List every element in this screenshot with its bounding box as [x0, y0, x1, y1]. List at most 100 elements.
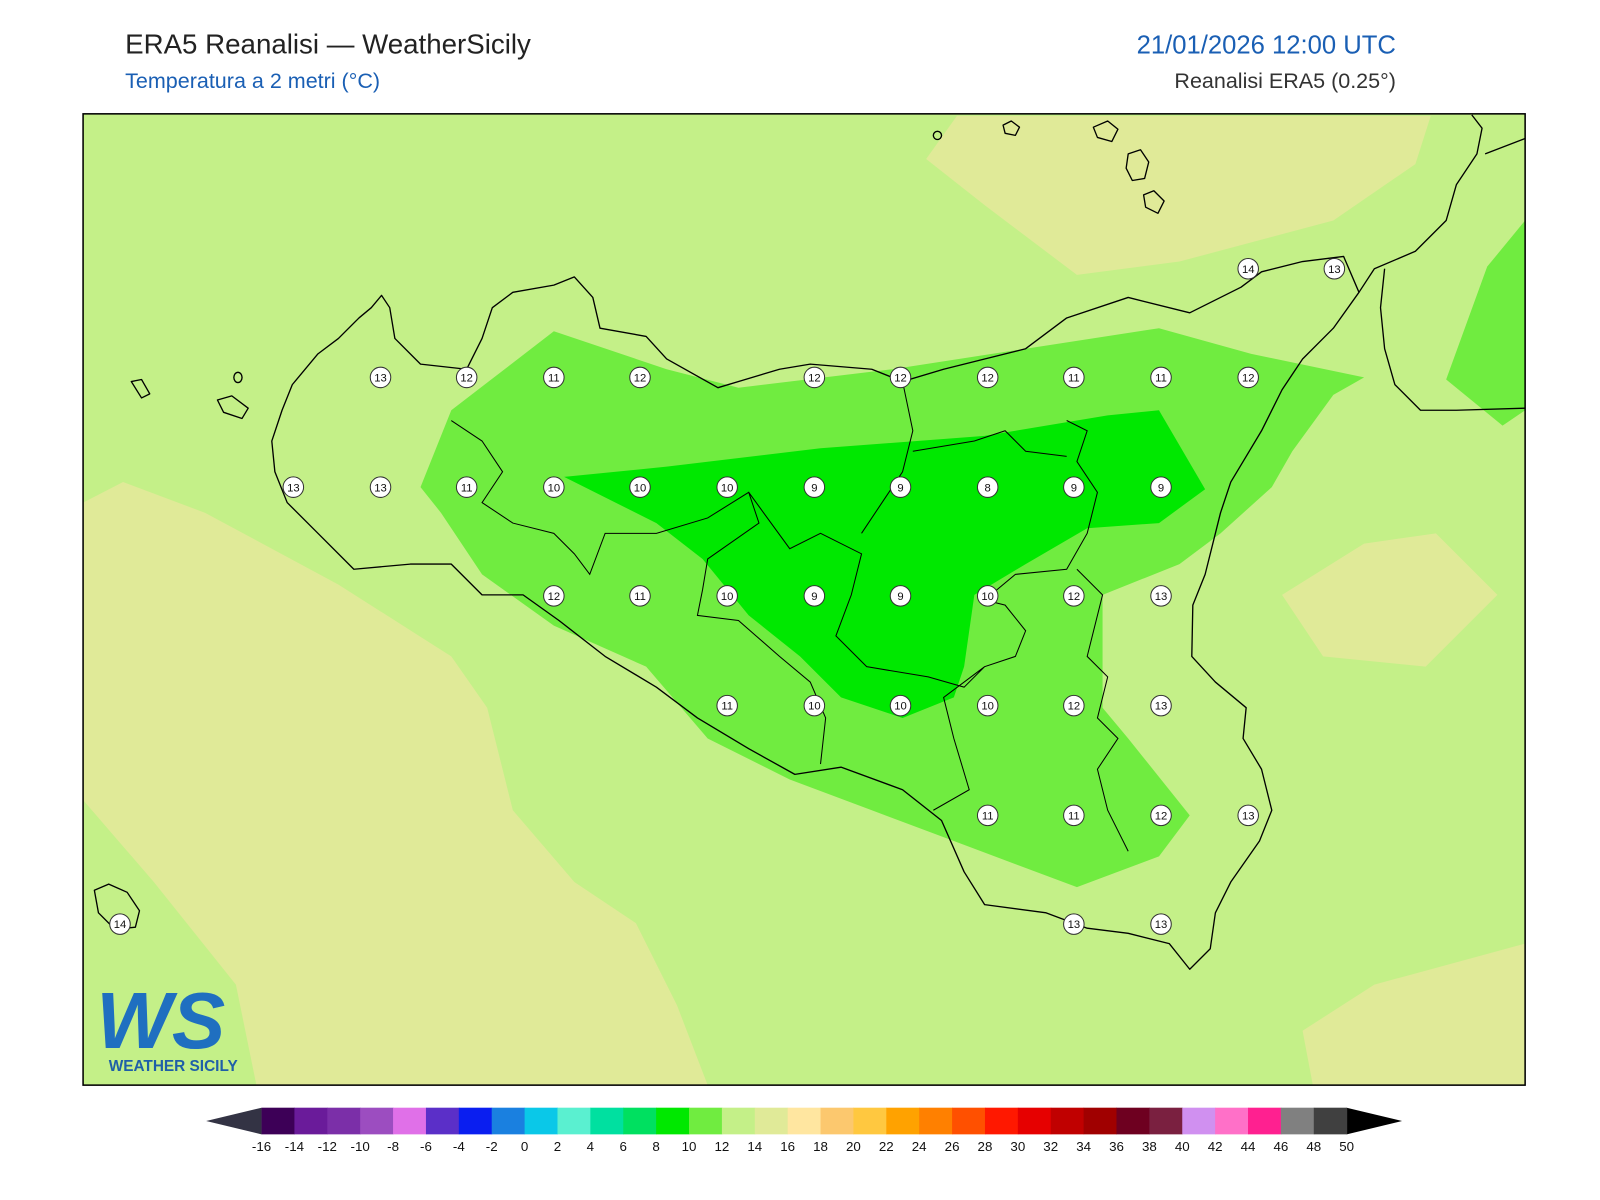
colorbar-bin: [294, 1107, 328, 1135]
logo: WS WEATHER SICILY: [96, 976, 237, 1075]
colorbar-tick-label: 40: [1175, 1139, 1190, 1154]
station-value: 13: [374, 482, 387, 494]
colorbar-bin: [853, 1107, 887, 1135]
station-marker: [976, 804, 999, 827]
station-value: 12: [634, 373, 647, 385]
station-marker: [543, 366, 565, 389]
colorbar-tick-label: 48: [1306, 1139, 1321, 1154]
colorbar-bin: [557, 1107, 591, 1135]
station-marker: [1237, 804, 1259, 827]
colorbar-bin: [393, 1107, 427, 1135]
station-value: 13: [374, 373, 387, 385]
colorbar-tick-label: -2: [486, 1139, 498, 1154]
station-marker: [1150, 694, 1172, 717]
colorbar-tick-label: -14: [285, 1139, 305, 1154]
colorbar-tick-label: -6: [420, 1139, 432, 1154]
station-value: 11: [1068, 373, 1080, 385]
colorbar-tick-label: 18: [813, 1139, 828, 1154]
colorbar-bin: [327, 1107, 361, 1135]
colorbar-tick-label: 2: [554, 1139, 561, 1154]
colorbar-bin: [524, 1107, 558, 1135]
colorbar-bin: [952, 1107, 986, 1135]
colorbar-tick-label: 20: [846, 1139, 861, 1154]
station-value: 13: [1155, 701, 1168, 713]
station-marker: [1323, 257, 1346, 280]
station-value: 10: [721, 591, 734, 603]
station-marker: [1150, 476, 1172, 498]
station-value: 10: [808, 701, 821, 713]
colorbar-bin: [919, 1107, 953, 1135]
station-marker: [716, 476, 738, 498]
source: Reanalisi ERA5 (0.25°): [1174, 69, 1395, 93]
colorbar-bin: [1050, 1107, 1085, 1135]
colorbar-tick-label: 12: [714, 1139, 729, 1154]
colorbar-bin: [754, 1107, 789, 1135]
colorbar-tick-label: -8: [387, 1139, 399, 1154]
station-value: 9: [1158, 482, 1164, 494]
colorbar-tick-label: -16: [252, 1139, 271, 1154]
colorbar-bin: [820, 1107, 854, 1135]
colorbar-tick-label: -10: [351, 1139, 370, 1154]
station-value: 11: [1068, 810, 1080, 822]
calabria-coast: [1358, 114, 1526, 411]
aeolian-islands: [932, 120, 1165, 214]
station-value: 13: [1155, 591, 1168, 603]
station-value: 9: [811, 482, 817, 494]
colorbar-bin: [984, 1107, 1019, 1135]
colorbar-tick-label: 26: [945, 1139, 960, 1154]
colorbar-tick-label: 10: [682, 1139, 697, 1154]
station-value: 11: [634, 591, 646, 603]
subtitle: Temperatura a 2 metri (°C): [125, 69, 380, 93]
station-marker: [1063, 913, 1085, 935]
station-marker: [803, 585, 826, 607]
colorbar-tick-label: -12: [318, 1139, 337, 1154]
station-value: 10: [894, 701, 907, 713]
station-value: 10: [548, 482, 561, 494]
station-value: 12: [981, 373, 994, 385]
station-value: 9: [1071, 482, 1077, 494]
station-value: 14: [1242, 264, 1255, 276]
station-marker: [716, 694, 738, 717]
station-value: 11: [548, 373, 560, 385]
colorbar-bin: [787, 1107, 822, 1135]
station-marker: [455, 476, 478, 498]
station-marker: [543, 585, 565, 607]
colorbar-bin: [425, 1107, 460, 1135]
colorbar-tick-label: 30: [1010, 1139, 1025, 1154]
station-marker: [976, 694, 999, 717]
station-marker: [369, 366, 392, 389]
station-marker: [976, 585, 999, 607]
station-marker: [1237, 366, 1259, 389]
colorbar-under: [206, 1107, 262, 1135]
station-marker: [109, 913, 131, 935]
station-marker: [1150, 366, 1172, 389]
coastlines: [93, 114, 1526, 970]
colorbar-over: [1346, 1107, 1403, 1135]
station-marker: [976, 476, 999, 498]
station-marker: [889, 585, 912, 607]
station-marker: [889, 694, 912, 717]
colorbar-tick-label: 42: [1208, 1139, 1223, 1154]
map-frame: [82, 113, 1526, 1086]
colorbar-tick-label: 38: [1142, 1139, 1157, 1154]
station-value: 12: [460, 373, 473, 385]
colorbar-tick-label: 24: [912, 1139, 927, 1154]
title: ERA5 Reanalisi — WeatherSicily: [125, 28, 531, 59]
station-value: 13: [287, 482, 300, 494]
colorbar-tick-label: 22: [879, 1139, 894, 1154]
colorbar-bin: [1280, 1107, 1315, 1135]
temperature-field: [1282, 533, 1498, 667]
colorbar-tick-label: 36: [1109, 1139, 1124, 1154]
station-marker: [803, 366, 826, 389]
colorbar-tick-label: 14: [747, 1139, 762, 1154]
station-marker: [1237, 257, 1259, 280]
station-marker: [803, 694, 826, 717]
station-marker: [629, 476, 651, 498]
colorbar-tick-label: 32: [1043, 1139, 1058, 1154]
station-value: 13: [1242, 810, 1255, 822]
colorbar-bin: [491, 1107, 526, 1135]
temperature-field: [1446, 220, 1526, 426]
station-marker: [889, 476, 912, 498]
